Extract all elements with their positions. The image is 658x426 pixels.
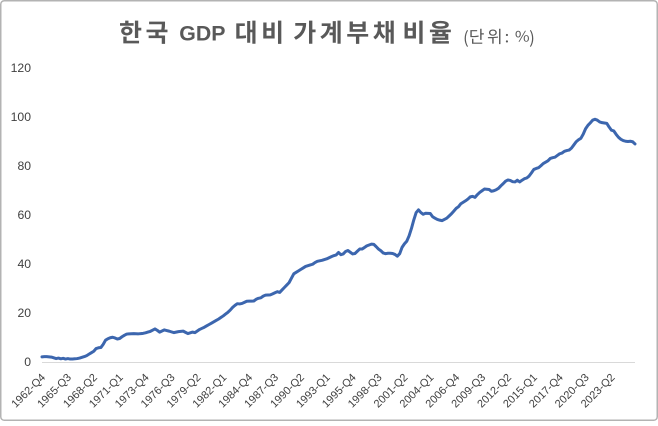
svg-text:40: 40	[17, 257, 31, 271]
svg-text:60: 60	[17, 208, 31, 222]
svg-text:120: 120	[11, 61, 32, 75]
svg-text:100: 100	[11, 110, 32, 124]
svg-text:GDP: GDP	[179, 22, 225, 46]
svg-text:0: 0	[24, 355, 31, 369]
svg-text:80: 80	[17, 159, 31, 173]
svg-text:20: 20	[17, 306, 31, 320]
